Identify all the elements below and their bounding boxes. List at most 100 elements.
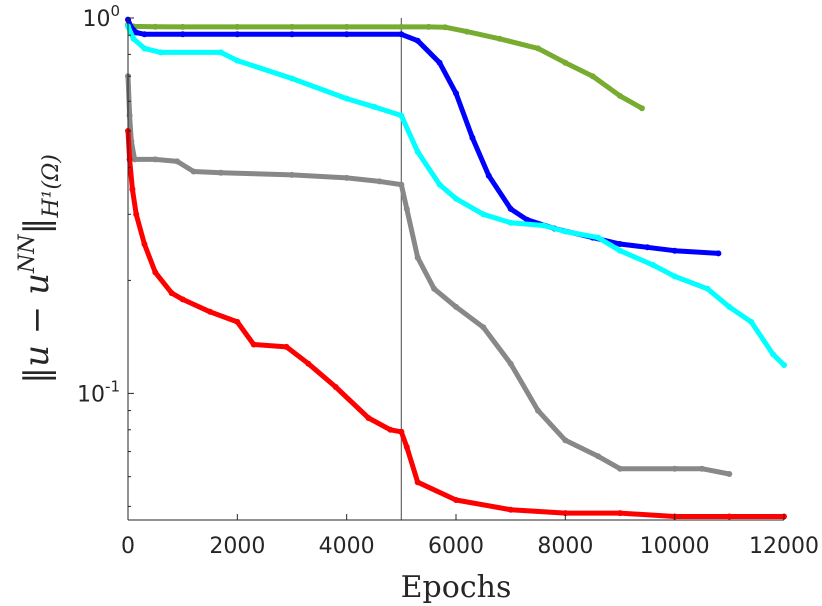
y-axis-label-sup: NN (15, 234, 40, 274)
data-point (343, 174, 350, 181)
data-point (726, 513, 733, 520)
svg-text:‖u − uNN‖H¹(Ω): ‖u − uNN‖H¹(Ω) (15, 154, 64, 384)
data-point (453, 303, 459, 310)
data-point (129, 186, 136, 193)
data-point (234, 318, 241, 325)
data-point (398, 428, 405, 435)
data-point (748, 318, 755, 325)
data-point (617, 465, 623, 472)
series-line (125, 23, 787, 368)
data-point (174, 158, 181, 165)
data-point (403, 205, 410, 212)
data-point (217, 169, 224, 176)
data-point (332, 384, 339, 390)
data-point (480, 324, 487, 331)
data-point (250, 341, 257, 348)
series-2 (125, 23, 787, 368)
data-point (343, 23, 350, 30)
data-point (496, 35, 503, 42)
data-point (507, 506, 514, 513)
data-point (414, 148, 421, 155)
y-axis-label-main: ‖u − u (17, 273, 57, 384)
data-point (699, 465, 705, 472)
data-point (152, 156, 159, 163)
data-point (414, 479, 421, 486)
data-point (398, 31, 405, 38)
data-point (289, 31, 295, 38)
data-point (535, 407, 541, 414)
data-point (365, 415, 372, 421)
data-point (141, 45, 148, 52)
data-point (289, 171, 295, 178)
data-point (617, 92, 623, 99)
data-point (562, 228, 569, 235)
data-point (485, 172, 492, 179)
data-point (453, 195, 459, 202)
data-point (617, 241, 623, 247)
plot-background (128, 18, 784, 520)
data-point (152, 23, 159, 30)
data-point (540, 222, 547, 229)
data-point (562, 510, 569, 517)
data-point (371, 103, 377, 110)
data-point (436, 59, 443, 66)
data-point (469, 134, 476, 141)
data-point (425, 23, 432, 30)
y-tick-label: 100 (82, 2, 120, 32)
data-point (480, 211, 487, 218)
x-axis-label: Epochs (401, 570, 512, 605)
data-point (398, 23, 405, 30)
data-point (453, 90, 459, 97)
data-point (431, 285, 438, 292)
data-point (130, 35, 137, 42)
data-point (644, 244, 651, 251)
data-point (152, 269, 159, 276)
plot-area (125, 16, 787, 521)
data-point (463, 28, 470, 35)
data-point (638, 105, 645, 112)
data-point (343, 31, 350, 38)
data-point (524, 216, 531, 223)
data-point (617, 247, 623, 254)
data-point (414, 37, 421, 44)
data-point (671, 273, 678, 280)
data-point (289, 75, 295, 82)
y-axis-label-sub: H¹(Ω) (39, 154, 64, 218)
data-point (343, 95, 350, 102)
data-point (770, 351, 777, 358)
data-point (453, 497, 459, 503)
y-tick-label: 10-1 (77, 377, 120, 407)
x-tick-label: 2000 (209, 534, 265, 559)
data-point (781, 362, 787, 368)
y-axis-label-close: ‖ (17, 218, 57, 235)
x-tick-label: 12000 (749, 534, 819, 559)
data-point (376, 178, 383, 185)
data-point (595, 234, 602, 241)
data-point (671, 247, 678, 254)
data-point (507, 360, 514, 367)
data-point (414, 254, 421, 261)
data-point (131, 156, 138, 163)
data-point (283, 343, 290, 350)
data-point (442, 24, 449, 31)
data-point (141, 31, 148, 38)
data-point (726, 471, 733, 477)
data-point (289, 23, 295, 30)
data-point (507, 219, 514, 226)
x-tick-label: 10000 (640, 534, 710, 559)
x-tick-label: 0 (121, 534, 135, 559)
data-point (133, 29, 140, 36)
x-tick-labels: 0 2000 4000 6000 8000 10000 12000 (121, 534, 819, 559)
axis-layer (127, 17, 785, 521)
series-layer (125, 16, 787, 520)
data-point (179, 296, 186, 303)
data-point (387, 426, 394, 433)
x-tick-label: 4000 (319, 534, 375, 559)
data-point (234, 23, 241, 30)
data-point (398, 181, 405, 188)
data-point (398, 112, 405, 119)
data-point (649, 261, 656, 268)
data-point (726, 303, 733, 310)
data-point (589, 73, 596, 80)
